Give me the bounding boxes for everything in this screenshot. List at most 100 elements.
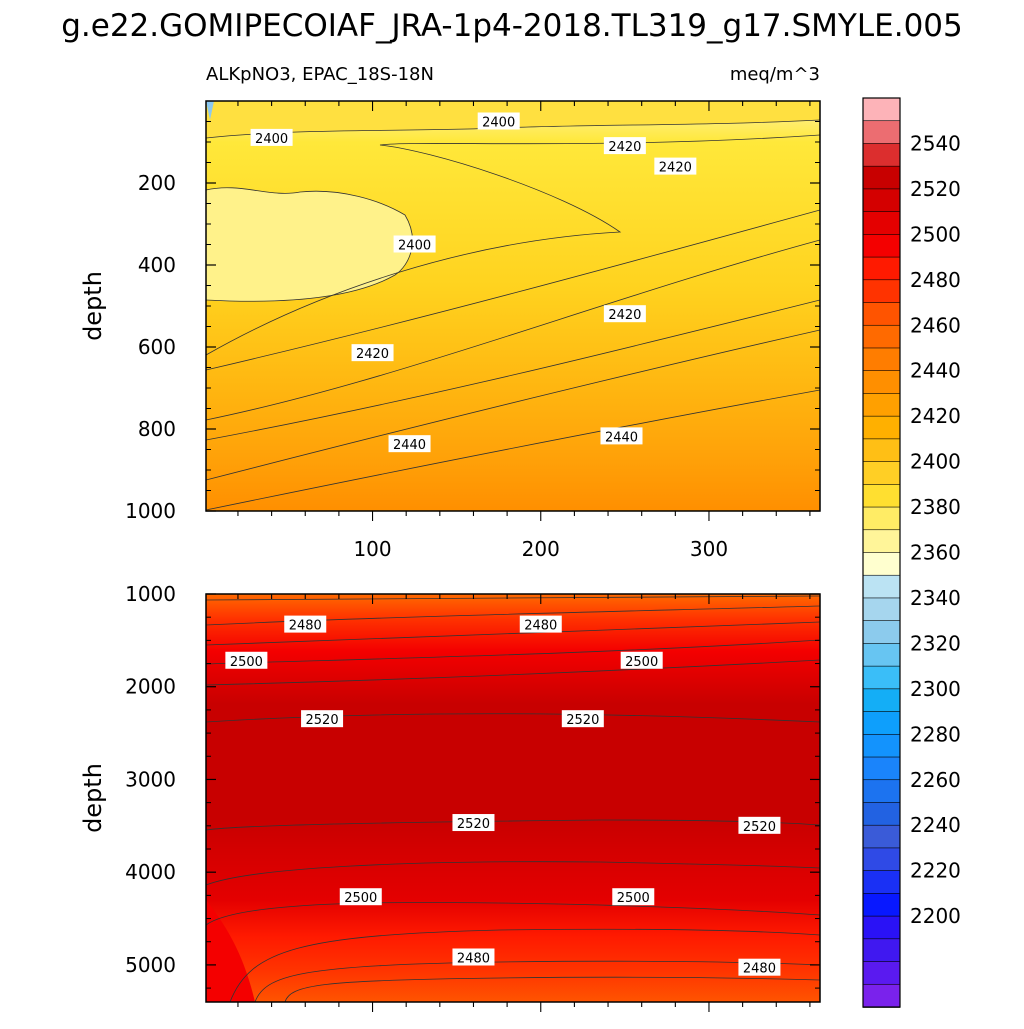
upper-panel-field — [206, 101, 820, 511]
colorbar-swatch — [862, 779, 901, 804]
upper-contour-label-box — [654, 157, 697, 175]
lower-contour-label-box — [339, 888, 382, 906]
upper-panel-corner-region — [206, 101, 214, 120]
lower-contour-label-text: 2480 — [524, 619, 557, 634]
colorbar-swatch — [862, 484, 901, 508]
colorbar-swatch — [862, 824, 901, 849]
upper-contour-label-text: 2440 — [605, 430, 638, 445]
colorbar-label: 2380 — [910, 495, 961, 519]
upper-contour-label: 2420 — [603, 305, 646, 323]
colorbar-label: 2220 — [910, 859, 961, 883]
colorbar-swatch — [862, 938, 901, 963]
colorbar-swatch — [862, 983, 901, 1008]
colorbar-swatch — [862, 438, 901, 463]
lower-panel-bottom-left-region — [206, 900, 255, 1002]
upper-contour-label-box — [388, 435, 431, 453]
colorbar-swatch — [862, 324, 901, 349]
lower-y-tick-label: 5000 — [125, 953, 176, 977]
colorbar-swatch — [862, 143, 901, 167]
colorbar-label: 2440 — [910, 359, 961, 383]
lower-y-tick-label: 4000 — [125, 860, 176, 884]
colorbar-label: 2280 — [910, 722, 961, 746]
colorbar-swatch — [862, 597, 901, 622]
upper-panel-core-region — [206, 187, 413, 302]
upper-contour-label: 2400 — [393, 235, 436, 254]
colorbar-swatch — [862, 756, 901, 781]
lower-contour-label-text: 2480 — [743, 962, 776, 977]
colorbar-swatch — [862, 393, 901, 417]
colorbar-label: 2340 — [910, 586, 961, 610]
lower-contour-label-box — [225, 651, 268, 669]
lower-contour-label: 2500 — [620, 651, 663, 670]
upper-y-axis-label: depth — [79, 271, 107, 341]
colorbar-swatch — [862, 370, 901, 395]
lower-contour-label-box — [620, 651, 663, 669]
upper-y-tick-label: 1000 — [125, 499, 176, 523]
upper-contour-label: 2400 — [250, 128, 293, 147]
lower-contour-label-text: 2500 — [344, 891, 377, 906]
colorbar-swatch — [862, 234, 901, 258]
upper-x-tick-label: 300 — [690, 537, 728, 561]
lower-contour-label-box — [452, 814, 495, 832]
upper-contour-label: 2420 — [654, 157, 697, 176]
colorbar-swatch — [862, 711, 901, 736]
upper-contour-labels: 2400 2400 2420 2420 2400 2420 2420 2440 2440 — [250, 112, 697, 453]
colorbar-label: 2400 — [910, 450, 961, 474]
upper-y-ticks: 200 400 600 800 1000 — [125, 100, 820, 523]
lower-y-tick-label: 3000 — [125, 767, 176, 791]
colorbar-label: 2500 — [910, 222, 961, 246]
colorbar-swatch — [862, 461, 901, 486]
lower-panel: 1000 2000 3000 4000 5000 2480 2480 2500 2500 252… — [79, 582, 821, 1012]
upper-contour-label: 2400 — [477, 112, 520, 131]
lower-panel-field — [206, 594, 820, 1002]
colorbar-swatch — [862, 302, 901, 327]
upper-y-tick-label: 200 — [138, 171, 176, 195]
upper-x-tick-label: 200 — [522, 537, 560, 561]
lower-contour-label: 2480 — [519, 615, 562, 634]
lower-contour-label: 2480 — [452, 948, 495, 966]
upper-contour-label-text: 2420 — [659, 161, 692, 176]
lower-panel-frame — [205, 593, 821, 1003]
lower-y-tick-label: 1000 — [125, 582, 176, 606]
lower-contour-label-box — [738, 816, 781, 834]
colorbar-swatch — [862, 870, 901, 895]
colorbar-swatch — [862, 643, 901, 667]
colorbar-label: 2200 — [910, 904, 961, 928]
upper-contour-label-box — [250, 128, 293, 146]
lower-contour-label-text: 2480 — [457, 951, 490, 966]
lower-contour-label-text: 2520 — [566, 713, 599, 728]
upper-contour-label-box — [393, 235, 436, 253]
lower-contour-label-text: 2500 — [230, 655, 263, 670]
lower-contour-labels: 2480 2480 2500 2500 2520 2520 2520 2520 2500 2500… — [225, 615, 781, 977]
lower-contour-label-box — [452, 948, 495, 966]
upper-y-tick-label: 400 — [138, 253, 176, 277]
colorbar-swatch — [862, 211, 901, 236]
upper-y-tick-label: 800 — [138, 417, 176, 441]
colorbar-label: 2540 — [910, 131, 961, 155]
lower-contour-label-box — [612, 888, 655, 906]
subtitle-right: meq/m^3 — [730, 64, 820, 85]
lower-contour-label-text: 2480 — [289, 619, 322, 634]
lower-contour-label: 2500 — [612, 888, 655, 906]
colorbar-swatch — [862, 802, 901, 826]
colorbar-label: 2460 — [910, 313, 961, 337]
upper-panel-contours-deep — [205, 209, 821, 441]
colorbar-swatch — [862, 415, 901, 440]
upper-contour-label-box — [603, 137, 646, 155]
colorbar-swatch — [862, 188, 901, 213]
colorbar-swatch — [862, 961, 901, 986]
lower-y-axis-label: depth — [79, 763, 107, 833]
lower-contour-label: 2520 — [561, 710, 604, 728]
upper-contour-label: 2420 — [351, 344, 394, 362]
colorbar-label: 2320 — [910, 631, 961, 655]
lower-contour-label-text: 2520 — [306, 713, 339, 728]
upper-contour-label-box — [351, 344, 394, 362]
lower-contour-label-box — [519, 615, 562, 633]
colorbar-label: 2480 — [910, 268, 961, 292]
colorbar-label: 2360 — [910, 541, 961, 565]
colorbar-swatch — [862, 574, 901, 599]
lower-contour-label: 2500 — [225, 651, 268, 670]
lower-contour-label: 2500 — [339, 888, 382, 906]
colorbar-label: 2260 — [910, 768, 961, 792]
